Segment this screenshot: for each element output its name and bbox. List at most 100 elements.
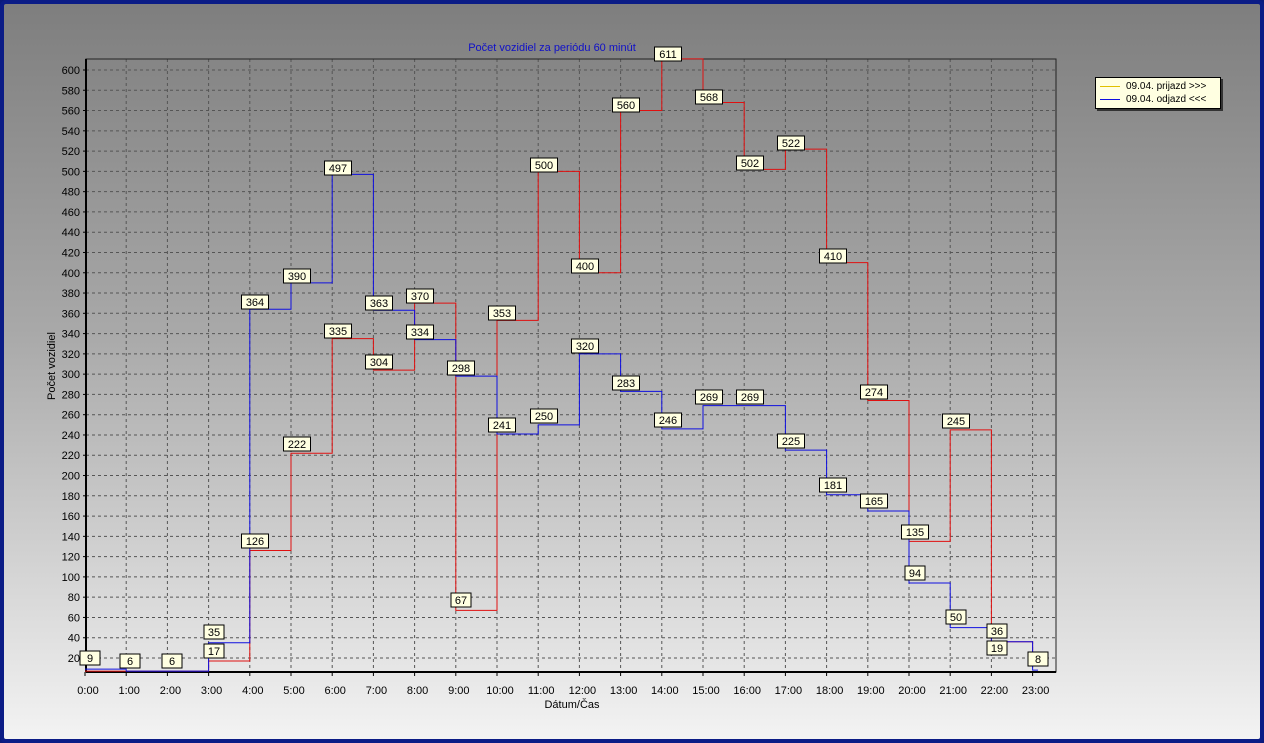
data-label: 50 (945, 609, 967, 625)
data-label-box (406, 324, 434, 340)
data-label-box (777, 135, 805, 151)
data-label-text: 9 (87, 653, 93, 665)
data-label-text: 269 (700, 392, 718, 404)
data-label-text: 50 (950, 612, 962, 624)
data-label-box (860, 493, 888, 509)
y-tick-label: 500 (62, 166, 80, 178)
data-label-text: 126 (246, 536, 264, 548)
data-label: 67 (450, 592, 472, 608)
data-label-box (819, 477, 847, 493)
y-tick-label: 80 (68, 592, 80, 604)
legend-label-prijazd: 09.04. prijazd >>> (1126, 81, 1207, 92)
data-label: 9 (79, 650, 101, 666)
data-label-box (450, 592, 472, 608)
x-tick-label: 16:00 (733, 685, 761, 697)
data-label-box (324, 323, 352, 339)
data-label-text: 370 (411, 291, 429, 303)
y-tick-label: 520 (62, 146, 80, 158)
data-label-box (324, 160, 352, 176)
data-label-box (945, 609, 967, 625)
data-label-text: 335 (329, 326, 347, 338)
data-label: 390 (283, 268, 311, 284)
legend-swatch-odjazd (1100, 98, 1120, 100)
y-tick-label: 200 (62, 471, 80, 483)
data-label: 335 (324, 323, 352, 339)
data-label-box (530, 157, 558, 173)
data-label-text: 250 (535, 411, 553, 423)
data-label-text: 8 (1035, 654, 1041, 666)
data-label-text: 364 (246, 297, 264, 309)
data-label-box (203, 624, 225, 640)
legend-item-odjazd: 09.04. odjazd <<< (1100, 93, 1206, 106)
legend-label-odjazd: 09.04. odjazd <<< (1126, 94, 1207, 105)
y-tick-label: 160 (62, 511, 80, 523)
x-tick-label: 7:00 (366, 685, 387, 697)
y-tick-label: 60 (68, 612, 80, 624)
data-label-text: 17 (208, 646, 220, 658)
y-tick-label: 580 (62, 85, 80, 97)
data-label-box (901, 524, 929, 540)
x-tick-label: 10:00 (486, 685, 514, 697)
data-label-text: 283 (617, 378, 635, 390)
data-label-text: 304 (370, 357, 388, 369)
data-label-box (119, 653, 141, 669)
data-label: 560 (612, 97, 640, 113)
data-label-box (612, 375, 640, 391)
data-label: 320 (571, 338, 599, 354)
y-tick-label: 380 (62, 288, 80, 300)
data-label-text: 35 (208, 627, 220, 639)
y-tick-label: 320 (62, 349, 80, 361)
data-label-box (283, 436, 311, 452)
y-tick-label: 360 (62, 308, 80, 320)
data-label: 410 (819, 248, 847, 264)
data-label-box (942, 413, 970, 429)
x-tick-labels: 0:00 1:00 2:00 3:00 4:00 5:00 6:00 7:00 8:00 9:00… (77, 672, 1049, 697)
data-label-box (654, 412, 682, 428)
y-tick-label: 460 (62, 207, 80, 219)
x-tick-label: 15:00 (692, 685, 720, 697)
data-label-box (571, 258, 599, 274)
series-lines (85, 58, 1038, 672)
data-label-box (283, 268, 311, 284)
x-tick-label: 13:00 (610, 685, 638, 697)
data-label: 241 (488, 417, 516, 433)
legend-swatch-prijazd (1100, 85, 1120, 87)
data-label-text: 522 (782, 138, 800, 150)
data-label-box (654, 46, 682, 62)
data-label: 269 (736, 389, 764, 405)
data-label: 246 (654, 412, 682, 428)
y-tick-label: 440 (62, 227, 80, 239)
data-label-box (819, 248, 847, 264)
x-tick-label: 17:00 (775, 685, 803, 697)
data-label: 222 (283, 436, 311, 452)
y-tick-label: 400 (62, 268, 80, 280)
x-tick-label: 3:00 (201, 685, 222, 697)
data-label: 363 (365, 295, 393, 311)
data-label-text: 353 (493, 308, 511, 320)
data-label-box (241, 294, 269, 310)
data-label-text: 6 (169, 656, 175, 668)
data-label: 94 (904, 565, 926, 581)
x-tick-label: 1:00 (118, 685, 139, 697)
x-tick-label: 18:00 (816, 685, 844, 697)
data-label-text: 225 (782, 436, 800, 448)
data-label-box (1027, 651, 1049, 667)
y-tick-label: 260 (62, 410, 80, 422)
x-tick-label: 12:00 (569, 685, 597, 697)
data-label-text: 502 (741, 158, 759, 170)
data-label-text: 135 (906, 527, 924, 539)
data-label-text: 94 (909, 568, 921, 580)
data-label: 126 (241, 533, 269, 549)
data-label-box (241, 533, 269, 549)
data-label-box (161, 653, 183, 669)
y-tick-label: 560 (62, 106, 80, 118)
axes (85, 58, 1057, 673)
data-label-box (447, 360, 475, 376)
data-label-text: 500 (535, 160, 553, 172)
data-label-box (488, 417, 516, 433)
x-tick-label: 19:00 (857, 685, 885, 697)
data-label: 17 (203, 643, 225, 659)
data-label-text: 36 (991, 626, 1003, 638)
data-label-box (365, 354, 393, 370)
data-label-text: 241 (493, 420, 511, 432)
